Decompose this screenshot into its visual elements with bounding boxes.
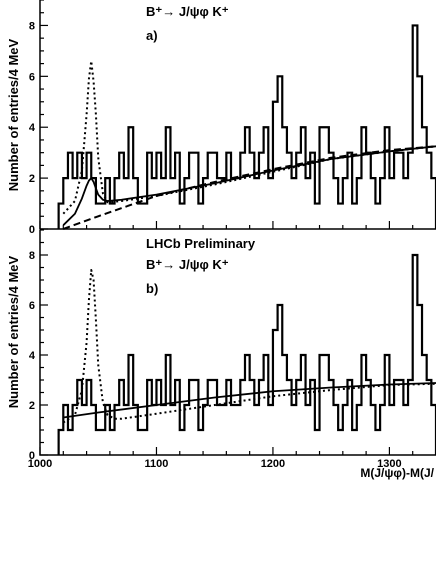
header-label-b: LHCb Preliminary [146,236,256,251]
y-tick-label: 8 [29,250,35,262]
panel-a: Number of entries/4 MeV B⁺→ J/ψφ K⁺ a) 0… [6,0,436,236]
fit-curve-solid [63,382,436,419]
fit-curve-dotted [62,60,436,215]
x-ticks-a [39,221,436,229]
axes-b [39,230,436,456]
panel-b: Number of entries/4 MeV LHCb Preliminary… [6,229,436,480]
fit-curve-solid [62,145,436,226]
y-tick-label: 0 [29,224,35,236]
y-tick-label: 0 [29,450,35,462]
y-tick-label: 4 [29,122,36,134]
y-tick-label: 2 [29,173,35,185]
x-tick-label: 1000 [28,458,52,470]
x-axis-label-b: M(J/ψφ)-M(J/ [360,466,434,480]
y-ticks-b: 0 2 4 6 8 [29,229,48,462]
x-tick-label: 1200 [261,458,285,470]
x-tick-label: 1300 [377,458,401,470]
y-tick-label: 6 [29,71,35,83]
data-histogram-b [57,253,436,455]
fit-curves-a [62,60,436,230]
y-axis-label-b: Number of entries/4 MeV [6,255,21,408]
y-axis-label-a: Number of entries/4 MeV [6,38,21,191]
decay-label-a: B⁺→ J/ψφ K⁺ [146,4,229,19]
decay-label-b: B⁺→ J/ψφ K⁺ [146,257,229,272]
y-tick-label: 4 [29,350,36,362]
y-tick-label: 2 [29,400,35,412]
panel-label-a: a) [146,28,158,43]
y-ticks-a: 0 2 4 6 8 [29,0,48,236]
data-histogram-a [57,24,436,229]
y-tick-label: 8 [29,20,35,32]
fit-curve-dashed [62,145,436,230]
fit-curves-b [62,269,436,424]
y-tick-label: 6 [29,300,35,312]
x-tick-label: 1100 [145,458,169,470]
panel-label-b: b) [146,281,158,296]
x-ticks-b: 1000 1100 1200 1300 [28,447,436,470]
